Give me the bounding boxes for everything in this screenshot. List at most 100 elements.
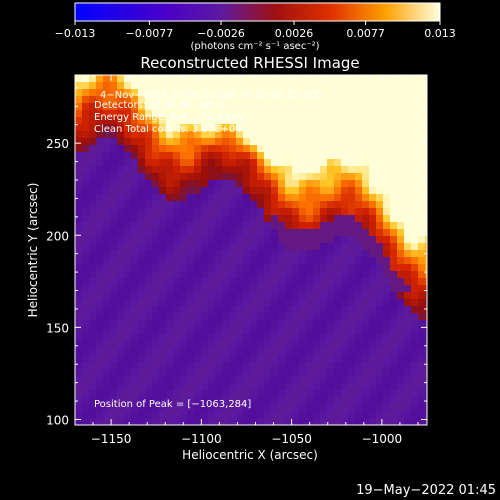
image-pixel: [243, 390, 251, 398]
image-pixel: [131, 320, 139, 328]
image-pixel: [236, 215, 244, 223]
image-pixel: [124, 236, 132, 244]
image-pixel: [96, 229, 104, 237]
image-pixel: [152, 355, 160, 363]
image-pixel: [159, 145, 167, 153]
image-pixel: [103, 299, 111, 307]
image-pixel: [390, 131, 398, 139]
image-pixel: [131, 89, 139, 97]
image-pixel: [425, 271, 427, 279]
image-pixel: [243, 404, 251, 412]
image-pixel: [348, 292, 356, 300]
image-pixel: [222, 103, 230, 111]
image-pixel: [131, 208, 139, 216]
image-pixel: [313, 264, 321, 272]
image-pixel: [376, 397, 384, 405]
image-pixel: [110, 341, 118, 349]
image-pixel: [152, 404, 160, 412]
image-pixel: [320, 166, 328, 174]
image-pixel: [159, 187, 167, 195]
image-pixel: [362, 152, 370, 160]
image-pixel: [313, 159, 321, 167]
image-pixel: [292, 173, 300, 181]
image-pixel: [138, 348, 146, 356]
image-pixel: [131, 264, 139, 272]
image-pixel: [306, 306, 314, 314]
image-pixel: [292, 166, 300, 174]
image-pixel: [404, 166, 412, 174]
image-pixel: [404, 194, 412, 202]
image-pixel: [355, 82, 363, 90]
image-pixel: [271, 341, 279, 349]
image-pixel: [418, 292, 426, 300]
image-pixel: [425, 257, 427, 265]
image-pixel: [194, 250, 202, 258]
image-pixel: [404, 334, 412, 342]
image-pixel: [285, 271, 293, 279]
image-pixel: [194, 180, 202, 188]
image-pixel: [306, 131, 314, 139]
image-pixel: [306, 222, 314, 230]
image-pixel: [376, 306, 384, 314]
image-pixel: [362, 243, 370, 251]
image-pixel: [180, 159, 188, 167]
image-pixel: [355, 411, 363, 419]
image-pixel: [152, 243, 160, 251]
image-pixel: [89, 131, 97, 139]
image-pixel: [355, 250, 363, 258]
image-pixel: [383, 236, 391, 244]
image-pixel: [264, 236, 272, 244]
image-pixel: [411, 89, 419, 97]
image-pixel: [194, 334, 202, 342]
image-pixel: [257, 313, 265, 321]
image-pixel: [292, 131, 300, 139]
image-pixel: [376, 313, 384, 321]
image-pixel: [285, 341, 293, 349]
image-pixel: [285, 124, 293, 132]
image-pixel: [320, 145, 328, 153]
image-pixel: [159, 271, 167, 279]
image-pixel: [103, 173, 111, 181]
image-pixel: [327, 180, 335, 188]
image-pixel: [355, 271, 363, 279]
image-pixel: [390, 159, 398, 167]
image-pixel: [362, 138, 370, 146]
image-pixel: [236, 201, 244, 209]
image-pixel: [313, 103, 321, 111]
image-pixel: [390, 222, 398, 230]
image-pixel: [145, 117, 153, 125]
image-pixel: [397, 285, 405, 293]
image-pixel: [131, 222, 139, 230]
image-pixel: [271, 145, 279, 153]
image-pixel: [306, 159, 314, 167]
image-pixel: [110, 180, 118, 188]
image-pixel: [285, 257, 293, 265]
image-pixel: [152, 110, 160, 118]
image-pixel: [348, 82, 356, 90]
image-pixel: [152, 187, 160, 195]
image-pixel: [320, 327, 328, 335]
image-pixel: [194, 411, 202, 419]
image-pixel: [215, 397, 223, 405]
image-pixel: [313, 110, 321, 118]
image-pixel: [131, 369, 139, 377]
image-pixel: [271, 117, 279, 125]
image-pixel: [180, 96, 188, 104]
image-pixel: [250, 75, 258, 83]
image-pixel: [208, 145, 216, 153]
image-pixel: [222, 264, 230, 272]
image-pixel: [194, 285, 202, 293]
image-pixel: [334, 404, 342, 412]
image-pixel: [257, 236, 265, 244]
image-pixel: [159, 208, 167, 216]
image-pixel: [257, 264, 265, 272]
image-pixel: [271, 369, 279, 377]
image-pixel: [75, 271, 83, 279]
image-pixel: [306, 201, 314, 209]
image-pixel: [313, 208, 321, 216]
image-pixel: [313, 404, 321, 412]
image-pixel: [82, 208, 90, 216]
image-pixel: [418, 103, 426, 111]
image-pixel: [243, 285, 251, 293]
image-pixel: [243, 159, 251, 167]
